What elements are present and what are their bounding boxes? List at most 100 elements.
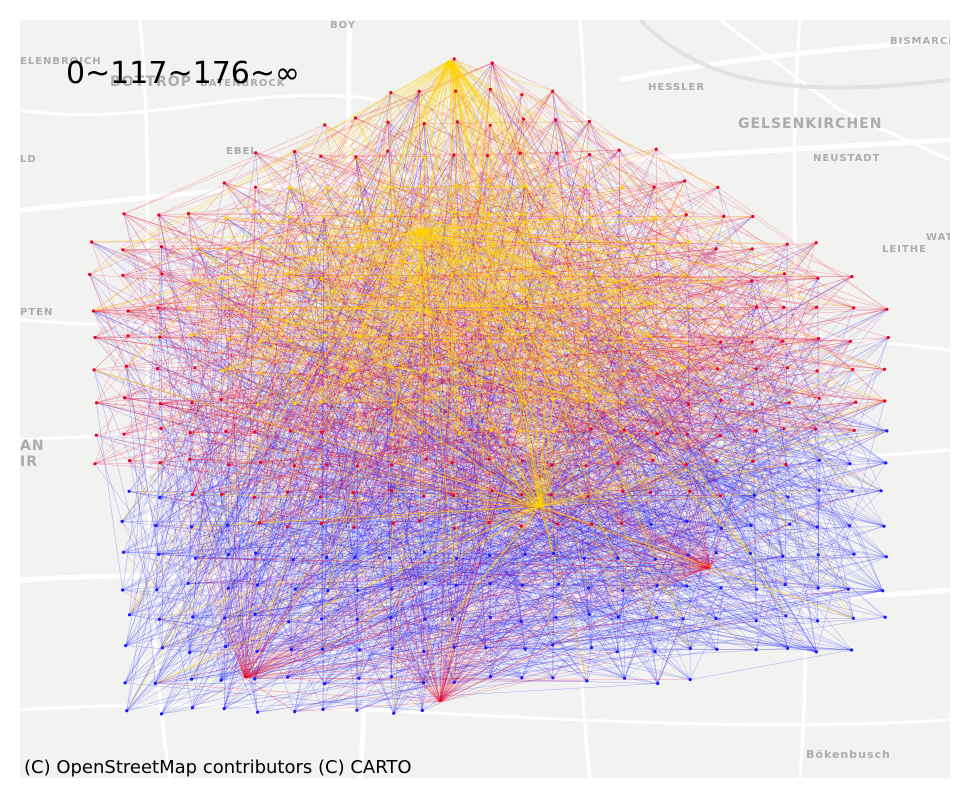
flow-line (121, 310, 291, 522)
grid-node (355, 399, 359, 403)
flow-line (618, 616, 817, 653)
grid-node (616, 461, 620, 465)
grid-node (555, 151, 559, 155)
grid-node (290, 241, 294, 245)
flow-line (551, 465, 757, 621)
grid-node (190, 401, 194, 405)
grid-node (549, 493, 553, 497)
flow-line (485, 647, 852, 651)
flow-line (787, 496, 883, 591)
flow-line (192, 621, 289, 708)
flow-line (124, 278, 322, 684)
flow-line (158, 554, 687, 587)
flow-line (489, 309, 619, 618)
flow-line (287, 491, 656, 652)
grid-node (784, 462, 788, 467)
flow-line (191, 432, 322, 680)
grid-node (424, 395, 428, 399)
grid-node (848, 462, 852, 466)
flow-line (322, 216, 325, 650)
flow-line (555, 187, 655, 618)
flow-line (188, 308, 258, 713)
grid-node (617, 211, 621, 215)
flow-line (96, 435, 123, 522)
flow-line (155, 428, 361, 526)
flow-line (656, 274, 882, 491)
flow-line (521, 276, 656, 560)
grid-node (648, 491, 653, 495)
grid-node (356, 244, 360, 248)
grid-node (450, 273, 454, 277)
flow-line (485, 620, 818, 649)
grid-node (682, 365, 686, 369)
grid-node (193, 556, 198, 560)
grid-node (423, 617, 427, 621)
flow-line (227, 465, 295, 526)
grid-node (523, 400, 527, 404)
grid-node (289, 339, 293, 343)
grid-node (488, 308, 492, 312)
flow-line (452, 368, 718, 620)
flow-line (783, 428, 820, 461)
flow-line (254, 372, 293, 680)
flow-line (489, 583, 618, 653)
grid-node (384, 336, 388, 340)
flow-line (622, 402, 885, 527)
flow-line (522, 309, 888, 586)
flow-line (294, 588, 455, 648)
flow-line (425, 369, 853, 584)
flow-line (260, 372, 522, 678)
flow-line (521, 430, 757, 678)
grid-node (224, 216, 228, 220)
grid-node (488, 675, 493, 679)
flow-line (129, 216, 753, 616)
grid-node (617, 615, 621, 619)
grid-node (551, 89, 555, 93)
grid-node (686, 553, 690, 557)
grid-node (551, 676, 555, 680)
flow-line (321, 432, 356, 558)
flow-line (94, 337, 585, 559)
flow-line (552, 589, 757, 646)
flow-line (129, 303, 652, 616)
flow-line (129, 491, 354, 528)
grid-node (653, 216, 658, 220)
flow-line (192, 248, 228, 618)
flow-line (125, 248, 624, 646)
grid-node (883, 399, 887, 403)
flow-line (228, 554, 618, 653)
grid-node (750, 340, 754, 344)
flow-line (489, 524, 652, 584)
flow-line (225, 248, 753, 647)
grid-node (94, 433, 98, 437)
grid-node (485, 154, 489, 158)
flow-line (220, 399, 522, 678)
flow-line (751, 280, 851, 464)
flow-line (227, 218, 552, 526)
flow-line (818, 554, 883, 591)
flow-line (155, 492, 288, 684)
grid-node (320, 277, 324, 281)
grid-node (353, 555, 357, 559)
flow-line (191, 280, 522, 622)
grid-node (357, 676, 361, 680)
flow-line (126, 403, 491, 711)
grid-node (814, 650, 819, 654)
grid-node (124, 644, 128, 648)
flow-line (189, 459, 222, 681)
flow-line (453, 495, 588, 682)
grid-node (587, 248, 591, 252)
grid-node (258, 306, 262, 310)
flow-line (657, 278, 819, 684)
grid-node (489, 429, 493, 433)
flow-line (220, 216, 325, 681)
flow-line (129, 614, 553, 679)
grid-node (781, 554, 785, 558)
grid-node (358, 334, 363, 338)
flow-line (220, 433, 658, 681)
flow-line (122, 249, 887, 432)
flow-line (650, 335, 751, 554)
grid-node (589, 427, 593, 431)
flow-line (129, 340, 291, 615)
flow-line (818, 556, 887, 589)
